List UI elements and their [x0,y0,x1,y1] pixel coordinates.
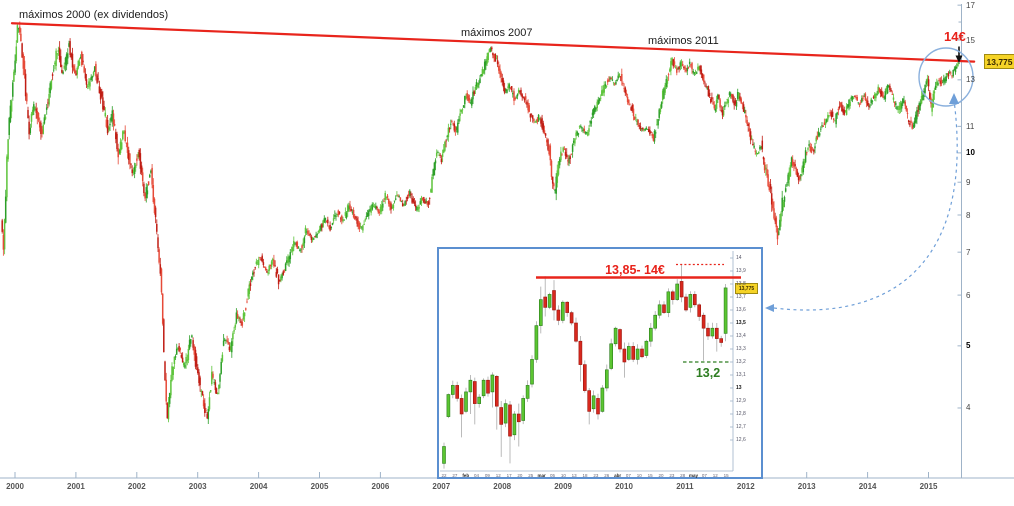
inset-x-axis-label: 12 [712,472,718,478]
y-axis-label: 7 [966,247,971,257]
annotation-price-target: 14€ [944,29,966,44]
inset-y-axis-label: 12,6 [736,437,746,443]
inset-x-axis-label: 17 [506,472,512,478]
inset-y-axis-label: 14 [736,255,742,261]
inset-support-label: 13,2 [695,366,721,380]
inset-x-axis-label: may [689,472,699,478]
inset-chart-surface[interactable] [437,247,763,479]
inset-x-axis-label: 25 [528,472,534,478]
inset-y-axis-label: 13,2 [736,359,746,365]
inset-y-axis-label: 12,7 [736,424,746,430]
x-axis-label: 2004 [249,482,268,491]
x-axis-label: 2010 [615,482,633,491]
inset-x-axis-label: 27 [452,472,458,478]
x-axis-label: 2011 [676,482,694,491]
inset-x-axis-label: mar [537,472,546,478]
inset-x-axis-label: 28 [680,472,686,478]
inset-x-axis-label: 05 [549,472,556,478]
annotation-maximos-2000: máximos 2000 (ex dividendos) [19,9,169,21]
x-axis-label: 2009 [554,482,572,491]
inset-x-axis-label: abr [614,472,622,478]
inset-x-axis-label: 04 [474,472,480,478]
y-axis-label: 9 [966,177,971,187]
inset-x-axis-label: 07 [625,472,631,478]
inset-x-axis-label: feb [462,472,470,478]
inset-last-price-tag: 13,775 [735,283,758,294]
inset-y-axis-label: 13,6 [736,307,746,313]
y-axis-label: 11 [966,121,975,131]
x-axis-label: 2014 [858,482,877,491]
y-axis-label: 6 [966,290,971,300]
inset-y-axis-label: 13,4 [736,333,746,339]
inset-y-axis-label: 13,1 [736,372,746,378]
inset-resistance-label: 13,85- 14€ [605,263,665,277]
inset-x-axis-label: 18 [582,472,588,478]
x-axis-label: 2003 [188,482,207,491]
inset-x-axis-label: 07 [701,472,707,478]
inset-x-axis-label: 20 [517,472,523,478]
inset-x-axis-label: 23 [669,472,675,478]
y-axis-label: 5 [966,341,971,351]
x-axis-label: 2000 [6,482,24,491]
inset-y-axis-label: 13,5 [736,320,746,326]
inset-y-axis-label: 12,8 [736,411,746,417]
last-price-tag: 13,775 [984,54,1014,69]
inset-x-axis-label: 15 [723,472,729,478]
x-axis-label: 2001 [66,482,85,491]
x-axis-label: 2013 [797,482,816,491]
x-axis-label: 2008 [493,482,512,491]
inset-x-axis-label: 12 [495,472,501,478]
y-axis-label: 8 [966,210,971,220]
inset-x-axis-label: 15 [647,472,653,478]
inset-x-axis-label: 13 [571,472,577,478]
inset-x-axis-label: 09 [484,472,490,478]
inset-y-axis-label: 12,9 [736,398,746,404]
inset-x-axis-label: 26 [604,472,610,478]
x-axis-label: 2015 [919,482,938,491]
inset-x-axis-label: 20 [658,472,664,478]
inset-y-axis-label: 13,9 [736,268,746,274]
x-axis-label: 2006 [371,482,390,491]
x-axis-label: 2007 [432,482,451,491]
inset-x-axis-label: 23 [593,472,599,478]
x-axis-label: 2002 [127,482,146,491]
inset-y-axis-label: 13,8 [736,281,746,287]
inset-x-axis-label: 10 [560,472,566,478]
inset-x-axis-label: 22 [441,472,447,478]
annotation-maximos-2007: máximos 2007 [461,27,533,39]
inset-y-axis-label: 13 [736,385,742,391]
y-axis-label: 4 [966,403,971,413]
inset-y-axis-label: 13,7 [736,294,746,300]
y-axis-label: 15 [966,35,975,45]
inset-x-axis-label: 10 [636,472,642,478]
y-axis-label: 13 [966,75,975,85]
annotation-maximos-2011: máximos 2011 [648,35,719,47]
y-axis-label: 17 [966,0,975,10]
y-axis-label: 10 [966,148,975,158]
x-axis-label: 2005 [310,482,329,491]
inset-y-axis-label: 13,3 [736,346,746,352]
x-axis-label: 2012 [736,482,755,491]
